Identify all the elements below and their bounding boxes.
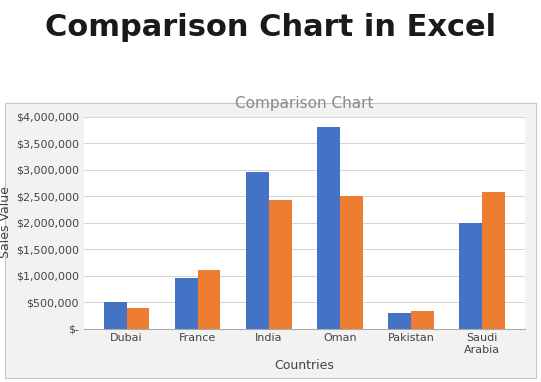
Bar	[104, 302, 127, 329]
Bar	[482, 192, 505, 329]
Bar	[246, 172, 269, 329]
Title: Comparison Chart: Comparison Chart	[235, 96, 374, 111]
Bar	[197, 270, 220, 329]
Bar	[175, 278, 197, 329]
Bar	[317, 127, 340, 329]
Bar	[340, 196, 362, 329]
Bar	[388, 312, 411, 329]
Bar	[127, 308, 149, 329]
Bar	[411, 311, 434, 329]
Bar	[459, 222, 482, 329]
Y-axis label: Sales Value: Sales Value	[0, 186, 12, 259]
Text: Comparison Chart in Excel: Comparison Chart in Excel	[45, 13, 496, 42]
Bar	[269, 200, 292, 329]
X-axis label: Countries: Countries	[274, 359, 334, 372]
